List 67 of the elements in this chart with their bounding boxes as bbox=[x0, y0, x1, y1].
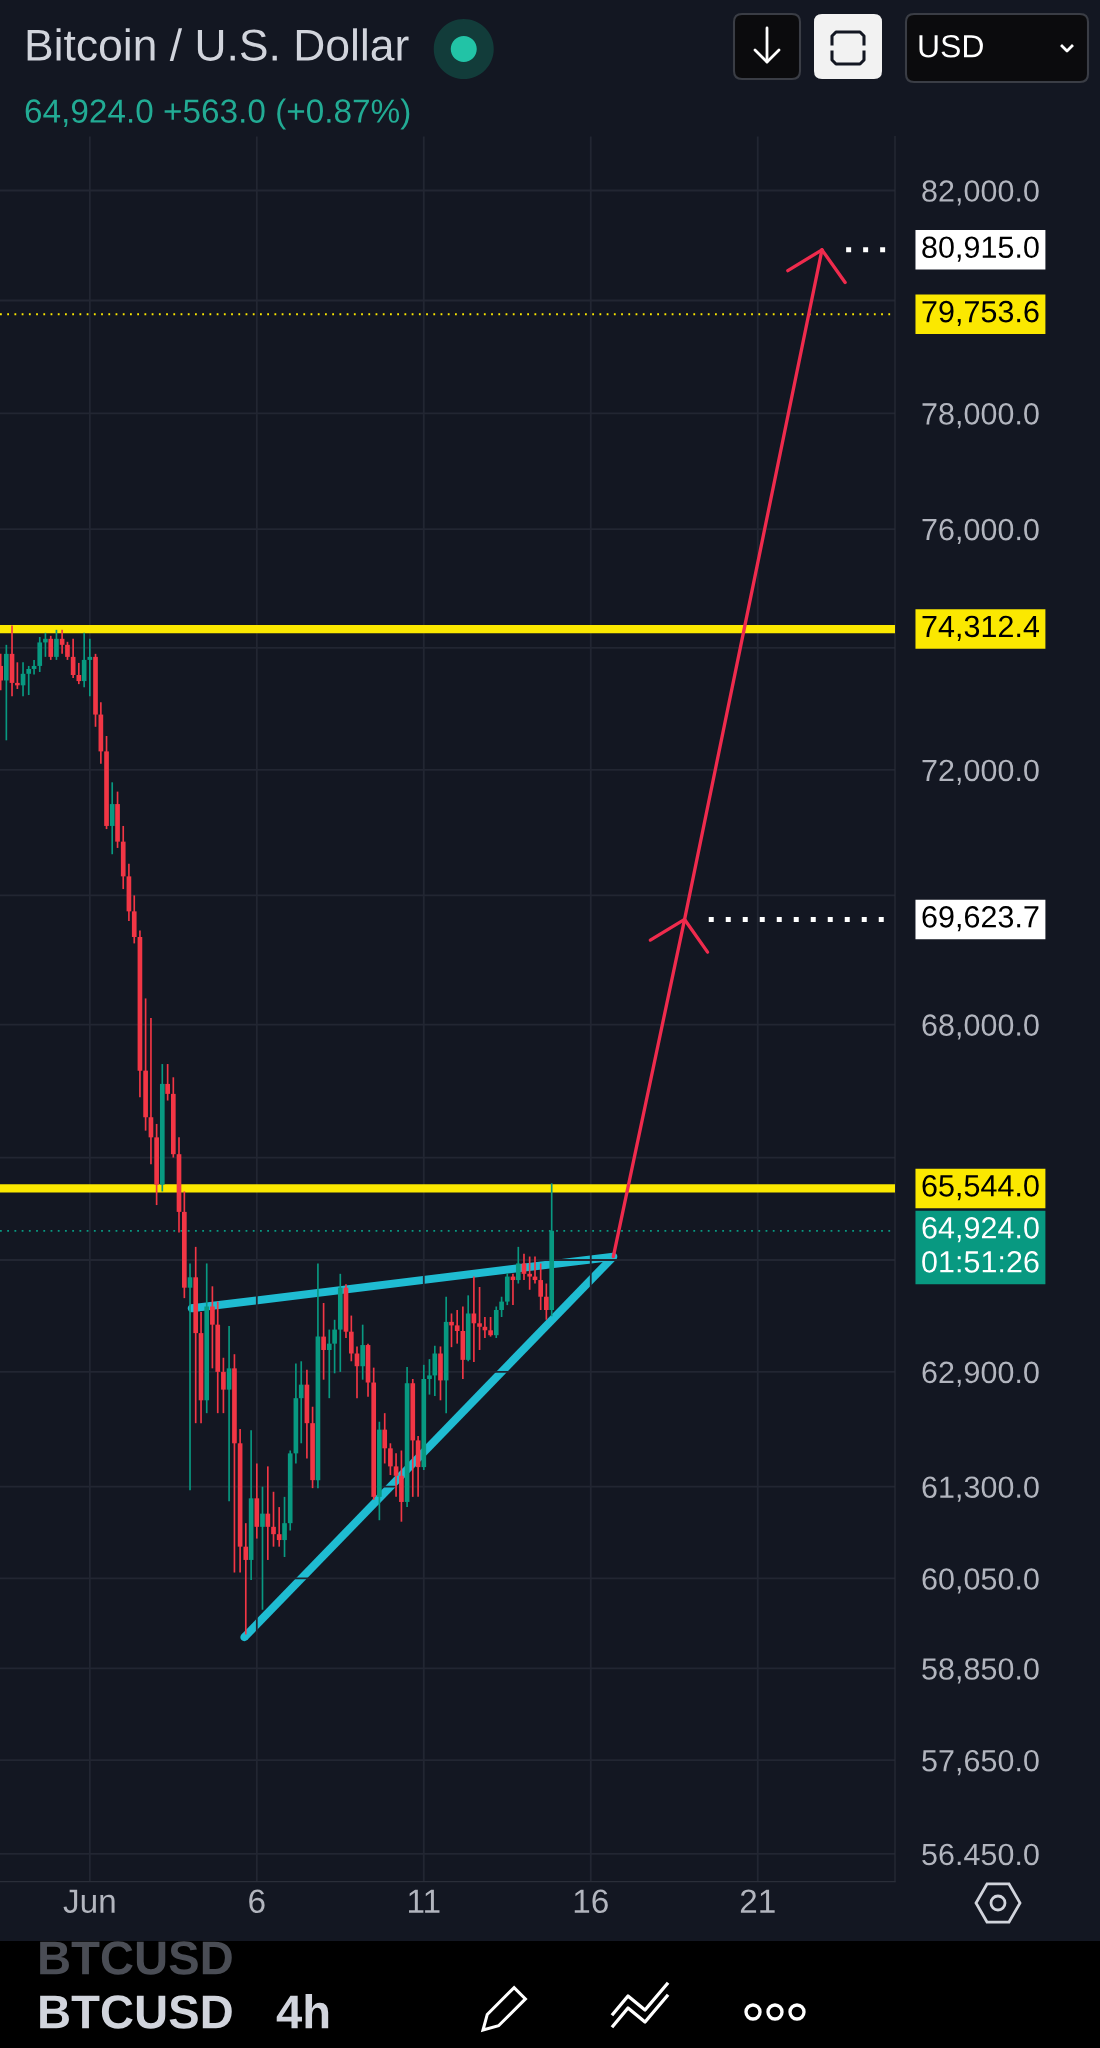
candlestick bbox=[298, 1360, 304, 1445]
y-tick-label: 76,000.0 bbox=[922, 518, 1039, 545]
candlestick bbox=[427, 1358, 432, 1396]
candlestick bbox=[499, 1295, 504, 1318]
ref-line-label: 80,915.0 bbox=[922, 236, 1039, 262]
ref-line-label: 69,623.7 bbox=[922, 905, 1039, 932]
candlestick bbox=[37, 636, 43, 673]
candlestick bbox=[276, 1506, 282, 1548]
chart-title: Bitcoin / U.S. Dollar bbox=[27, 28, 409, 61]
candlestick bbox=[454, 1309, 460, 1345]
candlestick bbox=[0, 653, 4, 692]
candlestick bbox=[26, 665, 32, 696]
candlestick bbox=[388, 1442, 393, 1476]
y-tick-label: 57,650.0 bbox=[922, 1749, 1039, 1776]
candlestick bbox=[521, 1252, 527, 1281]
candlestick bbox=[449, 1312, 454, 1348]
candlestick bbox=[260, 1485, 265, 1611]
chart-subtitle: 64,924.0 +563.0 (+0.87%) bbox=[25, 98, 410, 130]
candlestick bbox=[527, 1255, 532, 1291]
candlestick bbox=[265, 1465, 271, 1561]
candlestick bbox=[348, 1314, 354, 1363]
ref-line-label: 65,544.0 bbox=[922, 1175, 1039, 1201]
candlestick bbox=[326, 1328, 332, 1400]
text: BTCUSD bbox=[40, 1995, 232, 2029]
candlestick bbox=[282, 1496, 287, 1558]
y-tick-label: 60,050.0 bbox=[922, 1568, 1039, 1594]
candlestick bbox=[109, 781, 115, 856]
candlestick bbox=[393, 1452, 399, 1498]
y-tick-label: 56.450.0 bbox=[922, 1843, 1039, 1866]
candlestick bbox=[87, 637, 93, 698]
candlestick bbox=[221, 1356, 226, 1414]
candlestick bbox=[432, 1344, 438, 1397]
ref-line-label: 79,753.6 bbox=[922, 300, 1039, 327]
x-tick-label: 16 bbox=[574, 1889, 608, 1914]
candlestick bbox=[54, 628, 59, 661]
ref-line-label: 74,312.4 bbox=[922, 615, 1040, 641]
candlestick bbox=[544, 1282, 549, 1321]
candlestick bbox=[76, 662, 82, 685]
x-tick-label: 11 bbox=[409, 1889, 440, 1913]
ref-line-label: 64,924.0 01:51:26 bbox=[922, 1217, 1039, 1273]
candlestick bbox=[382, 1412, 388, 1465]
text: 4h bbox=[276, 1993, 329, 2029]
candlestick bbox=[321, 1302, 326, 1381]
candlestick bbox=[165, 1063, 170, 1102]
y-tick-label: 68,000.0 bbox=[922, 1014, 1039, 1040]
y-tick-label: 61,300.0 bbox=[922, 1476, 1039, 1502]
candlestick bbox=[48, 634, 54, 661]
x-tick-label: 21 bbox=[740, 1889, 775, 1913]
candlestick bbox=[515, 1246, 521, 1285]
text: USD bbox=[919, 34, 983, 58]
candlestick bbox=[332, 1318, 337, 1375]
candlestick bbox=[538, 1262, 544, 1311]
y-tick-label: 58,850.0 bbox=[922, 1658, 1039, 1684]
candlestick bbox=[477, 1286, 482, 1351]
candlestick bbox=[360, 1323, 366, 1381]
text: BTCUSD bbox=[40, 1941, 232, 1975]
y-tick-label: 62,900.0 bbox=[922, 1361, 1039, 1387]
candlestick bbox=[210, 1285, 215, 1370]
y-tick-label: 78,000.0 bbox=[922, 403, 1039, 429]
candlestick bbox=[488, 1316, 493, 1338]
y-tick-label: 72,000.0 bbox=[922, 759, 1039, 785]
candlestick bbox=[271, 1490, 276, 1548]
x-tick-label: 6 bbox=[249, 1889, 265, 1914]
y-tick-label: 82,000.0 bbox=[922, 180, 1039, 206]
x-tick-label: Jun bbox=[63, 1889, 115, 1914]
candlestick bbox=[15, 661, 20, 690]
candlestick bbox=[65, 640, 70, 661]
